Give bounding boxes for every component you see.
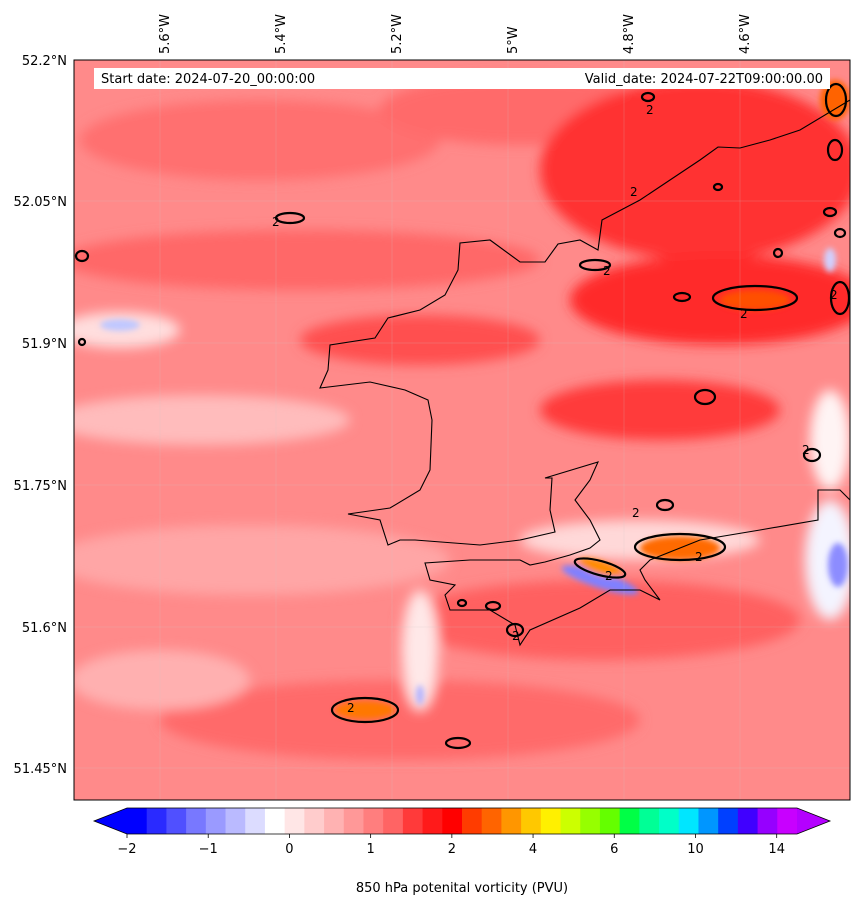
contour-labels: 2 2 2 2 2 2 2 2 2 2 2 2 (272, 103, 838, 715)
lon-tick: 5°W (506, 26, 521, 54)
lat-tick: 51.9°N (22, 337, 67, 352)
colorbar-cell (324, 808, 345, 834)
colorbar-cell (127, 808, 148, 834)
colorbar-cell (422, 808, 443, 834)
contour-label: 2 (632, 506, 640, 520)
colorbar-cells (127, 808, 798, 834)
colorbar-cell (501, 808, 522, 834)
lon-tick: 5.4°W (274, 14, 289, 54)
coastline (319, 99, 850, 647)
colorbar-extend-low (94, 808, 127, 834)
colorbar-cell (718, 808, 739, 834)
lat-tick: 52.05°N (14, 195, 67, 210)
colorbar-ticks: −2 −1 0 1 2 4 6 10 14 (117, 834, 785, 857)
colorbar-tick-label: 2 (448, 842, 456, 857)
colorbar-cell (166, 808, 187, 834)
map-frame (73, 59, 851, 801)
colorbar-title: 850 hPa potenital vorticity (PVU) (356, 881, 568, 896)
start-date-label: Start date: 2024-07-20_00:00:00 (101, 72, 315, 87)
colorbar-cell (619, 808, 640, 834)
colorbar-cell (205, 808, 227, 834)
contour-label: 2 (646, 103, 654, 117)
lat-tick: 51.6°N (22, 621, 67, 636)
pv-2-contours (74, 82, 850, 750)
contour-label: 2 (512, 629, 520, 643)
colorbar-cell (304, 808, 325, 834)
lon-tick: 5.2°W (390, 14, 405, 54)
contour-label: 2 (347, 701, 355, 715)
colorbar-cell (757, 808, 778, 834)
lat-tick-labels: 52.2°N 52.05°N 51.9°N 51.75°N 51.6°N 51.… (14, 54, 67, 777)
colorbar-cell (284, 808, 305, 834)
colorbar-tick-label: 4 (529, 842, 537, 857)
colorbar-cell (639, 808, 660, 834)
contour-label: 2 (740, 307, 748, 321)
colorbar-cell (186, 808, 207, 834)
lon-tick-labels: 5.6°W 5.4°W 5.2°W 5°W 4.8°W 4.6°W (158, 14, 753, 54)
colorbar: −2 −1 0 1 2 4 6 10 14 850 hPa potenital vorticit… (92, 807, 832, 896)
colorbar-tick-label: 0 (285, 842, 293, 857)
lon-tick: 5.6°W (158, 14, 173, 54)
colorbar-cell (225, 808, 246, 834)
contour-label: 2 (605, 569, 613, 583)
lon-tick: 4.8°W (622, 14, 637, 54)
colorbar-tick-label: −1 (199, 842, 218, 857)
colorbar-cell (698, 808, 719, 834)
colorbar-cell (343, 808, 365, 834)
colorbar-cell (264, 808, 286, 834)
colorbar-cell (737, 808, 759, 834)
lat-tick: 52.2°N (22, 54, 67, 69)
colorbar-cell (678, 808, 700, 834)
contour-label: 2 (630, 185, 638, 199)
colorbar-cell (442, 808, 463, 834)
colorbar-cell (599, 808, 621, 834)
colorbar-cell (402, 808, 424, 834)
colorbar-cell (521, 808, 542, 834)
colorbar-tick-label: 14 (768, 842, 785, 857)
contour-label: 2 (272, 215, 280, 229)
lat-tick: 51.75°N (14, 479, 67, 494)
colorbar-cell (146, 808, 168, 834)
colorbar-tick-label: 1 (366, 842, 374, 857)
colorbar-cell (659, 808, 680, 834)
lon-tick: 4.6°W (738, 14, 753, 54)
colorbar-tick-label: −2 (117, 842, 136, 857)
valid-date-label: Valid_date: 2024-07-22T09:00:00.00 (585, 72, 823, 87)
contour-label: 2 (830, 288, 838, 302)
contour-label: 2 (802, 443, 810, 457)
colorbar-cell (245, 808, 266, 834)
colorbar-cell (363, 808, 384, 834)
colorbar-cell (481, 808, 503, 834)
colorbar-tick-label: 6 (610, 842, 618, 857)
colorbar-cell (462, 808, 483, 834)
contour-label: 2 (695, 550, 703, 564)
info-strip (94, 68, 830, 89)
pv-field (74, 60, 850, 800)
colorbar-cell (560, 808, 581, 834)
colorbar-cell (580, 808, 601, 834)
colorbar-extend-high (797, 808, 830, 834)
colorbar-cell (540, 808, 562, 834)
colorbar-cell (383, 808, 404, 834)
colorbar-cell (777, 808, 798, 834)
colorbar-tick-label: 10 (687, 842, 704, 857)
lat-tick: 51.45°N (14, 762, 67, 777)
contour-label: 2 (603, 264, 611, 278)
